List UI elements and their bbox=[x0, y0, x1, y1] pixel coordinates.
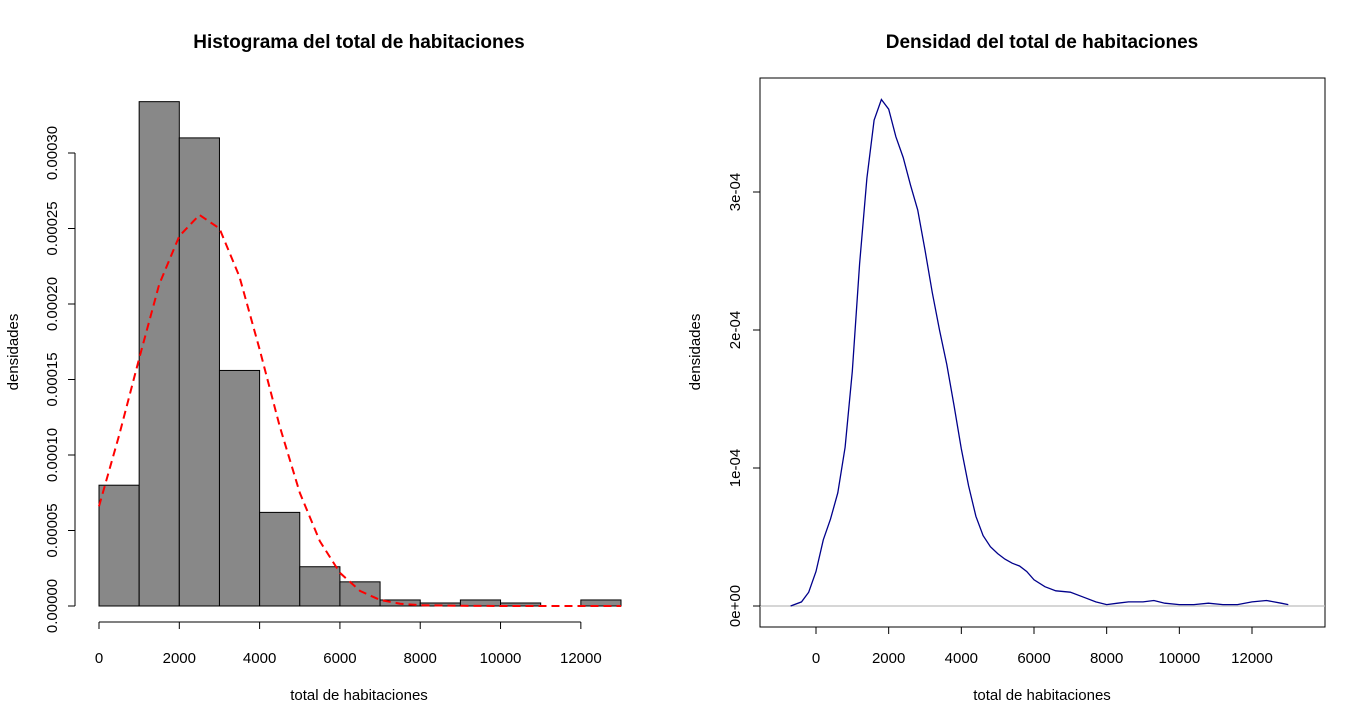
density-x-label: total de habitaciones bbox=[973, 687, 1111, 704]
density-x-tick-label: 2000 bbox=[872, 650, 905, 667]
histogram-bars bbox=[98, 101, 622, 607]
density-x-tick-label: 4000 bbox=[945, 650, 978, 667]
density-y-tick-label: 0e+00 bbox=[727, 585, 744, 627]
histogram-bar-4 bbox=[259, 511, 301, 607]
density-x-tick-label: 0 bbox=[812, 650, 820, 667]
histogram-x-label: total de habitaciones bbox=[290, 687, 428, 704]
histogram-x-axis: 0 2000 4000 6000 8000 10000 12000 bbox=[95, 621, 602, 667]
density-y-axis: 0e+00 1e-04 2e-04 3e-04 bbox=[727, 173, 761, 627]
normal-density-curve bbox=[98, 213, 621, 607]
density-x-tick-label: 12000 bbox=[1231, 650, 1273, 667]
density-panel: Densidad del total de habitaciones 0 2000… bbox=[687, 32, 1326, 704]
histogram-y-axis: 0.00000 0.00005 0.00010 0.00015 0.00020 0.000… bbox=[44, 126, 76, 633]
histogram-y-tick-label: 0.00010 bbox=[44, 428, 61, 482]
density-x-tick-label: 6000 bbox=[1017, 650, 1050, 667]
histogram-y-tick-label: 0.00020 bbox=[44, 277, 61, 331]
histogram-bar-5 bbox=[299, 566, 341, 607]
density-title: Densidad del total de habitaciones bbox=[886, 32, 1199, 53]
histogram-y-tick-label: 0.00025 bbox=[44, 201, 61, 255]
histogram-x-tick-label: 10000 bbox=[480, 650, 522, 667]
histogram-bar-10 bbox=[500, 602, 542, 607]
histogram-x-tick-label: 4000 bbox=[243, 650, 276, 667]
histogram-y-tick-label: 0.00000 bbox=[44, 579, 61, 633]
density-plot-box bbox=[759, 77, 1326, 628]
histogram-bar-12 bbox=[580, 599, 622, 607]
density-x-tick-label: 8000 bbox=[1090, 650, 1123, 667]
histogram-x-tick-label: 2000 bbox=[163, 650, 196, 667]
density-curve bbox=[790, 98, 1289, 607]
density-y-label: densidades bbox=[687, 314, 704, 391]
histogram-panel: Histograma del total de habitaciones 0 20… bbox=[5, 32, 622, 704]
histogram-bar-0 bbox=[98, 484, 140, 607]
histogram-bar-1 bbox=[138, 101, 180, 607]
density-y-tick-label: 3e-04 bbox=[727, 173, 744, 211]
histogram-y-tick-label: 0.00005 bbox=[44, 503, 61, 557]
histogram-x-tick-label: 6000 bbox=[323, 650, 356, 667]
density-y-tick-label: 1e-04 bbox=[727, 449, 744, 487]
histogram-x-tick-label: 8000 bbox=[404, 650, 437, 667]
density-x-tick-label: 10000 bbox=[1158, 650, 1200, 667]
histogram-y-tick-label: 0.00030 bbox=[44, 126, 61, 180]
histogram-y-label: densidades bbox=[5, 314, 22, 391]
density-x-axis: 0 2000 4000 6000 8000 10000 12000 bbox=[812, 626, 1273, 667]
histogram-y-tick-label: 0.00015 bbox=[44, 352, 61, 406]
histogram-bar-6 bbox=[339, 581, 381, 607]
density-y-tick-label: 2e-04 bbox=[727, 311, 744, 349]
histogram-x-tick-label: 12000 bbox=[560, 650, 602, 667]
histogram-bar-2 bbox=[178, 137, 220, 607]
histogram-bar-3 bbox=[218, 369, 261, 607]
histogram-title: Histograma del total de habitaciones bbox=[193, 32, 525, 53]
histogram-x-tick-label: 0 bbox=[95, 650, 103, 667]
